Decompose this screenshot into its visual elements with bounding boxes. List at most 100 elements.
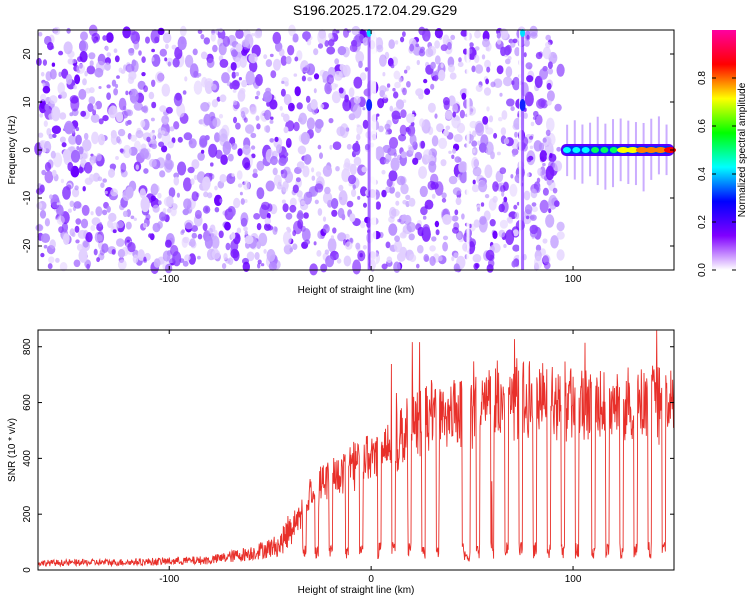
spectrogram-blob (459, 169, 468, 184)
spectrogram-blob (306, 117, 315, 130)
spectrogram-blob (305, 95, 311, 103)
spectrogram-blob (503, 181, 509, 191)
spectrogram-blob (474, 30, 481, 39)
spectrogram-blob (125, 63, 135, 73)
spectrogram-blob (348, 174, 357, 185)
spectrogram-blob (344, 241, 353, 250)
spectrogram-blob (488, 115, 494, 123)
spectrogram-blob (539, 68, 549, 80)
spectrogram-blob (524, 91, 534, 107)
spectrogram-blob (398, 77, 403, 83)
spectrogram-blob (81, 204, 90, 216)
spectrogram-blob (212, 117, 221, 128)
spectrogram-blob (303, 191, 313, 205)
spectrogram-blob (322, 165, 333, 177)
colorbar-label: Normalized spectral amplitude (737, 82, 748, 217)
spectrogram-blob (41, 169, 47, 176)
spectrogram-blob (282, 185, 289, 193)
spectrogram-blob (456, 233, 462, 240)
spectrogram-blob (151, 79, 156, 88)
spectrogram-blob (451, 215, 459, 222)
spectrogram-blob (106, 52, 112, 57)
spectrogram-blob (211, 249, 221, 260)
spectrogram-blob (344, 94, 349, 103)
spectrogram-x-ticks: -100 0 100 (159, 30, 582, 285)
spectrogram-blob (416, 263, 420, 269)
spectrogram-blob (210, 32, 216, 42)
spectrogram-blob (492, 181, 499, 192)
spectrogram-blob (434, 40, 440, 49)
spectrogram-blob (268, 262, 278, 271)
spectrogram-blob (353, 156, 362, 166)
spectrogram-blob (42, 85, 51, 94)
spectrogram-blob (197, 29, 203, 34)
spectrogram-blob (272, 226, 278, 235)
spectrogram-blob (385, 186, 390, 193)
spectrogram-blob (78, 40, 89, 53)
spectrogram-blob (231, 173, 235, 177)
spectrogram-blob (151, 54, 161, 67)
spectrogram-blob (297, 219, 304, 229)
spectrogram-blob (534, 255, 543, 270)
spectrogram-blob (48, 247, 53, 254)
spectrogram-blob (263, 249, 267, 254)
spectrogram-blob (240, 217, 248, 227)
spectrogram-blob (251, 33, 255, 37)
spectrogram-blob (337, 207, 345, 219)
spectrogram-blob (142, 105, 149, 114)
spectrogram-blob (352, 103, 362, 119)
spectrogram-blob (280, 55, 288, 66)
spectrogram-blob (214, 185, 218, 191)
spectrogram-blob (227, 66, 232, 73)
spectrogram-blob (453, 263, 460, 272)
spectrogram-blob (97, 176, 103, 182)
spectrogram-blob (400, 36, 405, 43)
spectrogram-blob (395, 99, 405, 110)
spectrogram-blob (503, 76, 513, 87)
spectrogram-blob (448, 175, 458, 185)
spectrogram-blob (59, 112, 67, 120)
spectrogram-blob (266, 249, 276, 262)
spectrogram-blob (550, 235, 559, 249)
spectrogram-blob (49, 239, 56, 250)
tone-peak (654, 147, 667, 153)
spectrogram-blob (125, 90, 129, 96)
spectrogram-blob (45, 71, 52, 81)
spectrogram-blob (137, 249, 145, 261)
spectrogram-blob (552, 160, 561, 172)
spectrogram-blob (256, 90, 261, 97)
spectrogram-blob (301, 228, 311, 242)
spectrogram-blob (278, 48, 285, 57)
spectrogram-blob (205, 207, 209, 212)
spectrogram-blob (349, 213, 356, 223)
y-tick-label: 600 (22, 394, 33, 411)
spectrogram-blob (458, 57, 462, 63)
spectrogram-blob (197, 255, 201, 260)
spectrogram-blob (269, 53, 274, 58)
spectrogram-blob (396, 175, 406, 186)
spectrogram-blob (330, 235, 334, 239)
spectrogram-blob (529, 145, 534, 150)
spectrogram-blob (334, 58, 340, 65)
spectrogram-blob (486, 66, 491, 73)
spectrogram-blob (48, 256, 55, 264)
spectrogram-blob (409, 43, 415, 52)
spectrogram-blob (270, 70, 277, 79)
spectrogram-blob (471, 140, 478, 147)
spectrogram-blob (352, 259, 362, 275)
spectrogram-blob (511, 76, 521, 91)
spectrogram-blob (307, 77, 313, 82)
spectrogram-blob (503, 137, 510, 145)
spectrogram-blob (117, 128, 126, 137)
spectrogram-blob (110, 133, 119, 146)
spectrogram-blob (225, 258, 231, 264)
colorbar-tick-label: 0.4 (697, 167, 708, 181)
spectrogram-blob (265, 59, 273, 68)
spectrogram-blob (352, 142, 361, 152)
spectrogram-blob (393, 261, 401, 273)
spectrogram-blob (352, 28, 357, 34)
spectrogram-blob (40, 252, 45, 258)
spectrogram-blob (79, 51, 88, 63)
spectrogram-blob (170, 245, 179, 257)
spectrogram-blob (151, 143, 158, 150)
